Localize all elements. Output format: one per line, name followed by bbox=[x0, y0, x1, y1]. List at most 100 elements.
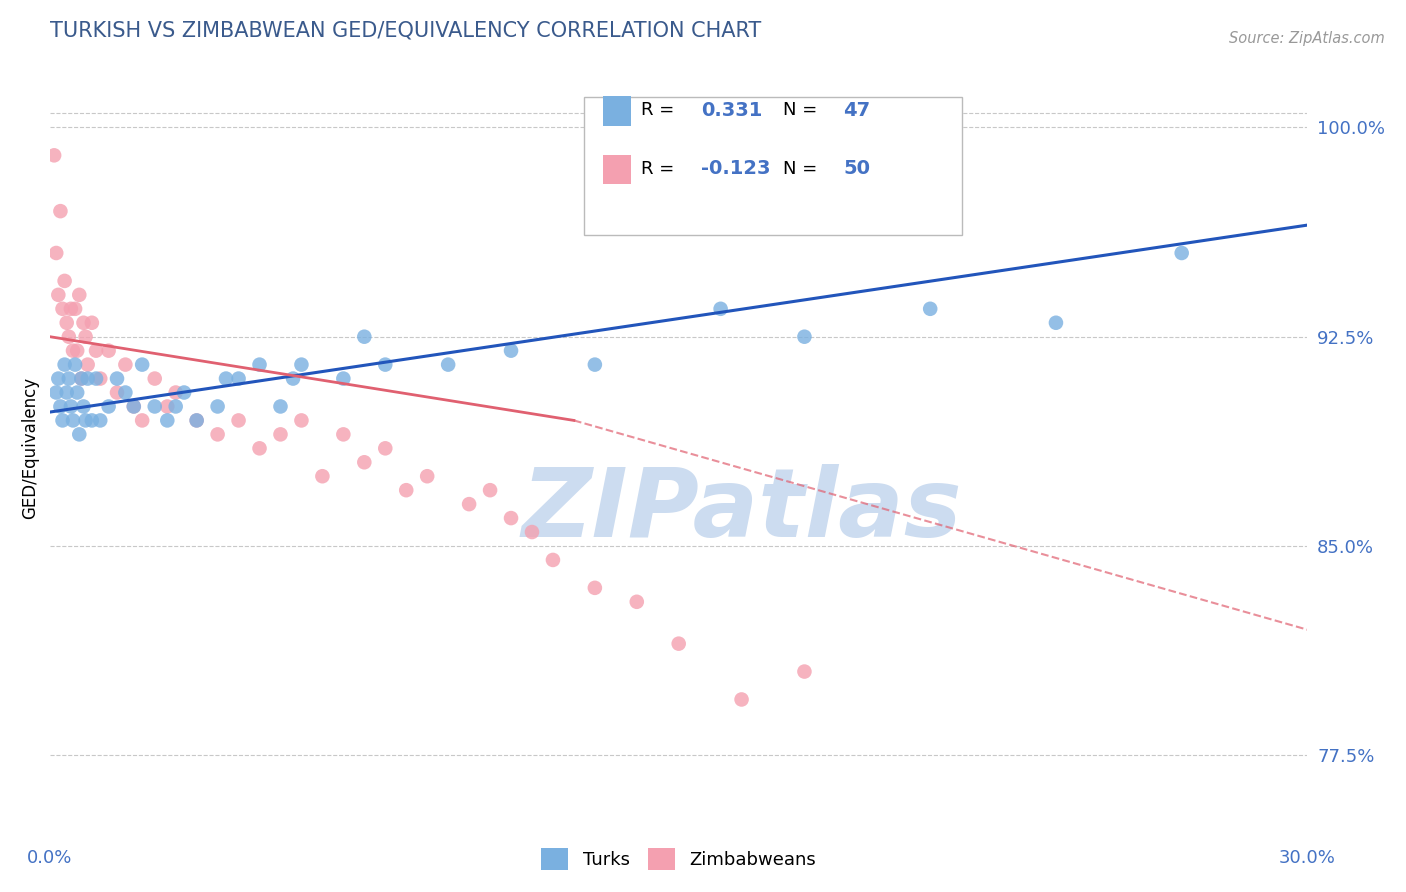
Point bbox=[70, 371, 93, 385]
Point bbox=[114, 385, 136, 400]
Point bbox=[76, 358, 98, 372]
Point bbox=[165, 385, 187, 400]
Text: TURKISH VS ZIMBABWEAN GED/EQUIVALENCY CORRELATION CHART: TURKISH VS ZIMBABWEAN GED/EQUIVALENCY CO… bbox=[51, 21, 761, 41]
Point bbox=[53, 274, 76, 288]
Point bbox=[75, 413, 97, 427]
Point bbox=[46, 288, 69, 302]
Point bbox=[269, 400, 291, 414]
Point bbox=[793, 329, 815, 343]
Point bbox=[290, 413, 312, 427]
Point bbox=[583, 581, 606, 595]
Point bbox=[332, 427, 354, 442]
Point bbox=[66, 385, 89, 400]
Point bbox=[51, 301, 73, 316]
Point bbox=[499, 511, 522, 525]
Point bbox=[80, 413, 103, 427]
Point bbox=[668, 637, 690, 651]
Point bbox=[84, 371, 107, 385]
Point bbox=[105, 385, 128, 400]
Point bbox=[63, 358, 86, 372]
Point bbox=[46, 371, 69, 385]
Text: R =: R = bbox=[641, 101, 681, 119]
Point bbox=[395, 483, 418, 498]
Point bbox=[920, 301, 942, 316]
Point bbox=[311, 469, 333, 483]
Point bbox=[710, 301, 733, 316]
Point bbox=[72, 400, 94, 414]
Point bbox=[374, 358, 396, 372]
Point bbox=[51, 413, 73, 427]
FancyBboxPatch shape bbox=[585, 96, 962, 235]
Point bbox=[97, 343, 120, 358]
Point bbox=[66, 343, 89, 358]
Point bbox=[72, 316, 94, 330]
Point bbox=[58, 329, 80, 343]
Point bbox=[44, 148, 66, 162]
Point bbox=[290, 358, 312, 372]
Point bbox=[520, 524, 543, 539]
Text: -0.123: -0.123 bbox=[702, 159, 770, 178]
Point bbox=[114, 358, 136, 372]
Point bbox=[332, 371, 354, 385]
Text: N =: N = bbox=[783, 101, 823, 119]
Point bbox=[76, 371, 98, 385]
Point bbox=[173, 385, 195, 400]
Point bbox=[1170, 246, 1192, 260]
Point bbox=[131, 358, 153, 372]
Point bbox=[186, 413, 208, 427]
Point bbox=[53, 358, 76, 372]
Point bbox=[58, 371, 80, 385]
Point bbox=[63, 301, 86, 316]
Point bbox=[62, 413, 84, 427]
Point bbox=[437, 358, 460, 372]
Point bbox=[84, 343, 107, 358]
Text: N =: N = bbox=[783, 160, 823, 178]
Point bbox=[228, 371, 250, 385]
FancyBboxPatch shape bbox=[603, 154, 631, 185]
Point bbox=[131, 413, 153, 427]
Point bbox=[353, 329, 375, 343]
Point bbox=[458, 497, 481, 511]
Point bbox=[374, 442, 396, 456]
Point bbox=[186, 413, 208, 427]
Point bbox=[59, 301, 82, 316]
Point bbox=[165, 400, 187, 414]
Point bbox=[89, 413, 111, 427]
Text: R =: R = bbox=[641, 160, 681, 178]
Point bbox=[143, 400, 166, 414]
Point bbox=[89, 371, 111, 385]
Point bbox=[67, 427, 90, 442]
Point bbox=[541, 553, 564, 567]
Point bbox=[122, 400, 145, 414]
Point bbox=[730, 692, 752, 706]
Text: Source: ZipAtlas.com: Source: ZipAtlas.com bbox=[1229, 31, 1385, 46]
Point bbox=[793, 665, 815, 679]
Point bbox=[45, 385, 67, 400]
Point bbox=[156, 413, 179, 427]
Point bbox=[70, 371, 93, 385]
FancyBboxPatch shape bbox=[603, 96, 631, 126]
Point bbox=[499, 343, 522, 358]
Text: 50: 50 bbox=[844, 159, 870, 178]
Point bbox=[55, 385, 77, 400]
Point bbox=[75, 329, 97, 343]
Point bbox=[45, 246, 67, 260]
Point bbox=[49, 400, 72, 414]
Point bbox=[105, 371, 128, 385]
Point bbox=[59, 400, 82, 414]
Legend: Turks, Zimbabweans: Turks, Zimbabweans bbox=[534, 840, 824, 877]
Point bbox=[97, 400, 120, 414]
Point bbox=[626, 595, 648, 609]
Point bbox=[207, 400, 229, 414]
Point bbox=[269, 427, 291, 442]
Point bbox=[353, 455, 375, 469]
Point bbox=[122, 400, 145, 414]
Point bbox=[249, 358, 271, 372]
Point bbox=[62, 343, 84, 358]
Point bbox=[143, 371, 166, 385]
Point bbox=[80, 316, 103, 330]
Point bbox=[583, 358, 606, 372]
Point bbox=[55, 316, 77, 330]
Point bbox=[156, 400, 179, 414]
Text: ZIPatlas: ZIPatlas bbox=[522, 465, 962, 558]
